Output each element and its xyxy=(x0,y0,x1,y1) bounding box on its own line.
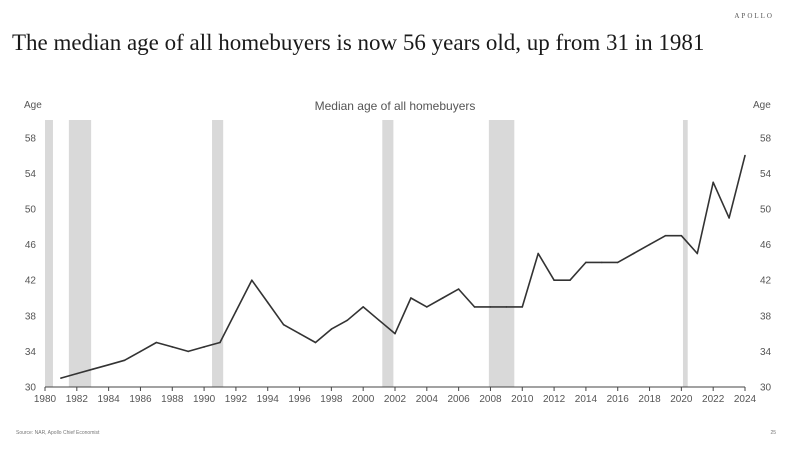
data-point xyxy=(489,306,492,308)
x-tick-label: 2018 xyxy=(638,394,661,405)
source-note: Source: NAR, Apollo Chief Economist xyxy=(16,430,100,436)
data-point xyxy=(457,288,460,290)
y-tick-label-right: 50 xyxy=(760,205,772,216)
x-tick-label: 1980 xyxy=(34,394,57,405)
recession-band xyxy=(212,120,224,387)
data-point xyxy=(298,332,301,335)
y-tick-label-left: 46 xyxy=(25,240,37,251)
data-point xyxy=(155,341,158,344)
data-point xyxy=(616,261,619,264)
recession-band xyxy=(488,120,515,387)
recession-band xyxy=(682,120,688,387)
data-point xyxy=(91,368,94,371)
y-axis-label-left: Age xyxy=(24,100,42,111)
data-point xyxy=(362,306,364,308)
x-tick-label: 2020 xyxy=(670,394,693,405)
data-point xyxy=(314,341,317,344)
data-point xyxy=(664,234,667,237)
x-tick-label: 1994 xyxy=(257,394,280,405)
data-point xyxy=(632,252,635,255)
y-tick-label-right: 42 xyxy=(760,276,772,287)
data-point xyxy=(123,359,126,362)
data-point xyxy=(537,252,539,255)
page-headline: The median age of all homebuyers is now … xyxy=(12,30,705,55)
data-point xyxy=(282,323,285,326)
chart-title: Median age of all homebuyers xyxy=(315,99,476,113)
y-tick-label-left: 58 xyxy=(25,133,37,144)
data-point xyxy=(712,181,714,184)
y-tick-label-left: 50 xyxy=(25,205,37,216)
data-point xyxy=(410,297,412,299)
data-point xyxy=(219,341,221,344)
data-point xyxy=(505,306,508,308)
y-tick-label-right: 54 xyxy=(760,169,772,180)
x-tick-label: 1982 xyxy=(66,394,89,405)
data-point xyxy=(203,346,205,348)
x-tick-label: 2000 xyxy=(352,394,375,405)
data-point xyxy=(171,346,174,348)
x-tick-label: 2002 xyxy=(384,394,407,405)
data-point xyxy=(728,217,730,219)
x-tick-label: 2022 xyxy=(702,394,725,405)
x-tick-label: 1988 xyxy=(161,394,184,405)
data-point xyxy=(426,306,428,308)
x-tick-label: 1992 xyxy=(225,394,248,405)
data-point xyxy=(585,261,587,264)
x-tick-label: 2004 xyxy=(416,394,439,405)
recession-band xyxy=(382,120,394,387)
data-point xyxy=(139,350,142,353)
y-tick-label-left: 42 xyxy=(25,276,37,287)
y-tick-label-right: 46 xyxy=(760,240,772,251)
data-point xyxy=(473,306,476,308)
data-point xyxy=(394,332,396,335)
x-tick-label: 1998 xyxy=(320,394,343,405)
x-tick-label: 2008 xyxy=(479,394,502,405)
data-point xyxy=(521,306,524,308)
data-point xyxy=(251,279,253,282)
data-point xyxy=(235,310,237,313)
y-tick-label-right: 58 xyxy=(760,133,772,144)
data-point xyxy=(76,372,78,375)
data-point xyxy=(346,319,349,322)
x-tick-label: 1990 xyxy=(193,394,216,405)
data-point xyxy=(378,319,380,322)
data-point xyxy=(107,363,110,366)
data-point xyxy=(266,301,269,304)
x-tick-label: 2012 xyxy=(543,394,566,405)
data-point xyxy=(330,328,333,330)
data-point xyxy=(680,234,683,237)
x-tick-label: 1984 xyxy=(98,394,121,405)
y-tick-label-right: 30 xyxy=(760,383,772,394)
data-point xyxy=(187,350,189,353)
data-point xyxy=(441,297,444,299)
x-tick-label: 1996 xyxy=(288,394,311,405)
y-tick-label-left: 30 xyxy=(25,383,37,394)
x-tick-label: 2024 xyxy=(734,394,757,405)
y-axis-label-right: Age xyxy=(753,100,771,111)
x-tick-label: 2006 xyxy=(448,394,471,405)
y-tick-label-left: 38 xyxy=(25,311,37,322)
data-point xyxy=(60,377,62,379)
data-point xyxy=(696,252,699,255)
y-tick-label-right: 38 xyxy=(760,311,772,322)
x-tick-label: 2014 xyxy=(575,394,598,405)
data-point xyxy=(569,279,571,282)
x-tick-label: 2010 xyxy=(511,394,534,405)
y-tick-label-left: 54 xyxy=(25,169,37,180)
data-point xyxy=(553,279,555,282)
x-tick-label: 1986 xyxy=(129,394,152,405)
x-tick-label: 2016 xyxy=(607,394,630,405)
data-point xyxy=(744,154,746,157)
y-tick-label-left: 34 xyxy=(25,347,37,358)
median-age-line xyxy=(60,155,746,379)
page-number: 25 xyxy=(770,430,776,436)
apollo-logo: APOLLO xyxy=(734,12,774,20)
recession-band xyxy=(68,120,92,387)
data-point xyxy=(601,261,603,264)
data-point xyxy=(648,243,651,246)
recession-band xyxy=(45,120,53,387)
y-tick-label-right: 34 xyxy=(760,347,772,358)
